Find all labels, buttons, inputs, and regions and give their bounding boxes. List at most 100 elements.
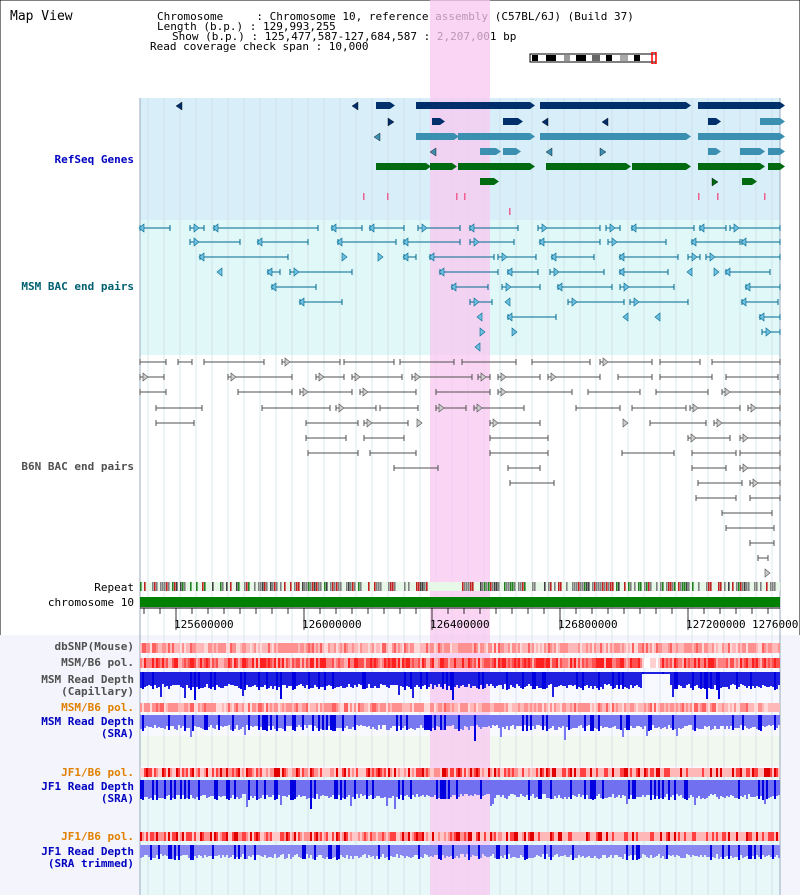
jf1-pol-heat-cell	[576, 768, 578, 777]
jf1-trim-depth	[262, 845, 264, 857]
jf1-pol-heat-cell	[234, 768, 236, 777]
msm-pol-sra-heat-cell	[470, 703, 472, 712]
jf1-pol-heat-cell	[380, 768, 382, 777]
msm-pol-sra-heat-cell	[182, 703, 184, 712]
jf1-trim-depth	[672, 845, 674, 855]
jf1-pol-heat-cell	[582, 768, 584, 777]
msm-sra-depth	[730, 715, 732, 726]
msm-sra-depth	[654, 715, 656, 728]
msm-cap-depth	[594, 672, 596, 686]
msm-pol-sra-heat-cell	[654, 703, 656, 712]
jf1-trim-depth	[290, 845, 292, 859]
msm-sra-depth	[698, 715, 700, 729]
msm-pol-sra-heat-cell	[594, 703, 596, 712]
repeat-element	[566, 582, 568, 591]
jf1-trim-depth	[722, 845, 724, 859]
jf1-trim-depth	[310, 845, 312, 855]
jf1-pol-heat-cell	[768, 768, 770, 777]
repeat-element	[588, 582, 590, 591]
repeat-element	[468, 582, 470, 591]
msm-pol-sra-heat-cell	[722, 703, 724, 712]
jf1-sra-depth	[654, 780, 656, 799]
repeat-element	[392, 582, 394, 591]
jf1-pol-trim-heat-cell	[282, 832, 284, 841]
track-label-msm-bac[interactable]: MSM BAC end pairs	[21, 280, 134, 293]
jf1-trim-depth	[188, 845, 190, 858]
msm-pol-heat-cell	[404, 658, 406, 668]
msm-cap-depth	[150, 672, 152, 686]
msm-sra-depth	[162, 715, 164, 728]
msm-cap-depth	[162, 672, 164, 684]
jf1-pol-heat-cell	[420, 768, 422, 777]
msm-sra-depth	[450, 715, 452, 726]
jf1-pol-trim-heat-cell	[524, 832, 526, 841]
jf1-sra-depth	[154, 780, 156, 795]
msm-pol-sra-heat-cell	[282, 703, 284, 712]
dbsnp-heat-cell	[214, 643, 216, 653]
dbsnp-heat-cell	[516, 643, 518, 653]
msm-cap-depth	[476, 672, 478, 688]
dbsnp-heat-cell	[698, 643, 700, 653]
msm-pol-heat-cell	[198, 658, 200, 668]
jf1-pol-trim-heat-cell	[530, 832, 532, 841]
msm-sra-depth	[206, 715, 208, 730]
msm-sra-depth	[590, 715, 592, 731]
msm-pol-heat-cell	[570, 658, 572, 668]
msm-sra-depth	[146, 715, 148, 726]
jf1-pol-heat-cell	[672, 768, 674, 777]
msm-sra-depth	[370, 715, 372, 729]
dbsnp-heat-cell	[740, 643, 742, 653]
jf1-trim-depth	[536, 845, 538, 855]
repeat-element	[346, 582, 348, 591]
msm-pol-heat-cell	[542, 658, 544, 668]
jf1-trim-depth	[380, 845, 382, 857]
msm-sra-depth	[184, 715, 186, 731]
msm-cap-depth	[226, 672, 228, 686]
axis-tick-label: 126400000	[430, 618, 490, 631]
jf1-sra-depth	[468, 780, 470, 796]
msm-pol-heat-cell	[600, 658, 602, 668]
msm-cap-depth	[464, 672, 466, 687]
track-label-b6n-bac[interactable]: B6N BAC end pairs	[21, 460, 134, 473]
msm-cap-depth	[650, 672, 652, 674]
jf1-trim-depth	[332, 845, 334, 858]
jf1-trim-depth	[358, 845, 360, 858]
jf1-pol-heat-cell	[242, 768, 244, 777]
track-label-refseq[interactable]: RefSeq Genes	[54, 153, 134, 166]
dbsnp-heat-cell	[494, 643, 496, 653]
msm-cap-depth	[702, 672, 704, 688]
msm-cap-depth	[448, 672, 450, 686]
dbsnp-heat-cell	[586, 643, 588, 653]
jf1-trim-depth	[716, 845, 718, 854]
msm-cap-depth	[592, 672, 594, 689]
msm-cap-depth	[482, 672, 484, 689]
msm-pol-sra-heat-cell	[616, 703, 618, 712]
jf1-pol-heat-cell	[506, 768, 508, 777]
jf1-sra-depth	[492, 780, 494, 804]
repeat-element	[360, 582, 362, 591]
msm-pol-sra-heat-cell	[472, 703, 474, 712]
jf1-pol-trim-heat-cell	[696, 832, 698, 841]
jf1-trim-depth	[600, 845, 602, 858]
msm-sra-depth	[400, 715, 402, 730]
msm-pol-heat-cell	[688, 658, 690, 668]
jf1-pol-heat-cell	[178, 768, 180, 777]
msm-cap-depth	[396, 672, 398, 685]
msm-pol-sra-heat-cell	[194, 703, 196, 712]
jf1-pol-heat-cell	[354, 768, 356, 777]
msm-pol-sra-heat-cell	[290, 703, 292, 712]
msm-pol-heat-cell	[418, 658, 420, 668]
jf1-trim-depth	[526, 845, 528, 859]
msm-pol-sra-heat-cell	[420, 703, 422, 712]
chromosome-ideogram[interactable]	[528, 52, 660, 64]
dbsnp-heat-cell	[772, 643, 774, 653]
dbsnp-heat-cell	[374, 643, 376, 653]
gene-arrow	[530, 102, 535, 109]
msm-pol-heat-cell	[396, 658, 398, 668]
msm-sra-depth	[228, 715, 230, 725]
msm-cap-depth	[484, 672, 486, 688]
msm-pol-heat-cell	[682, 658, 684, 668]
msm-pol-heat-cell	[462, 658, 464, 668]
jf1-sra-depth	[292, 780, 294, 800]
msm-cap-depth	[562, 672, 564, 686]
